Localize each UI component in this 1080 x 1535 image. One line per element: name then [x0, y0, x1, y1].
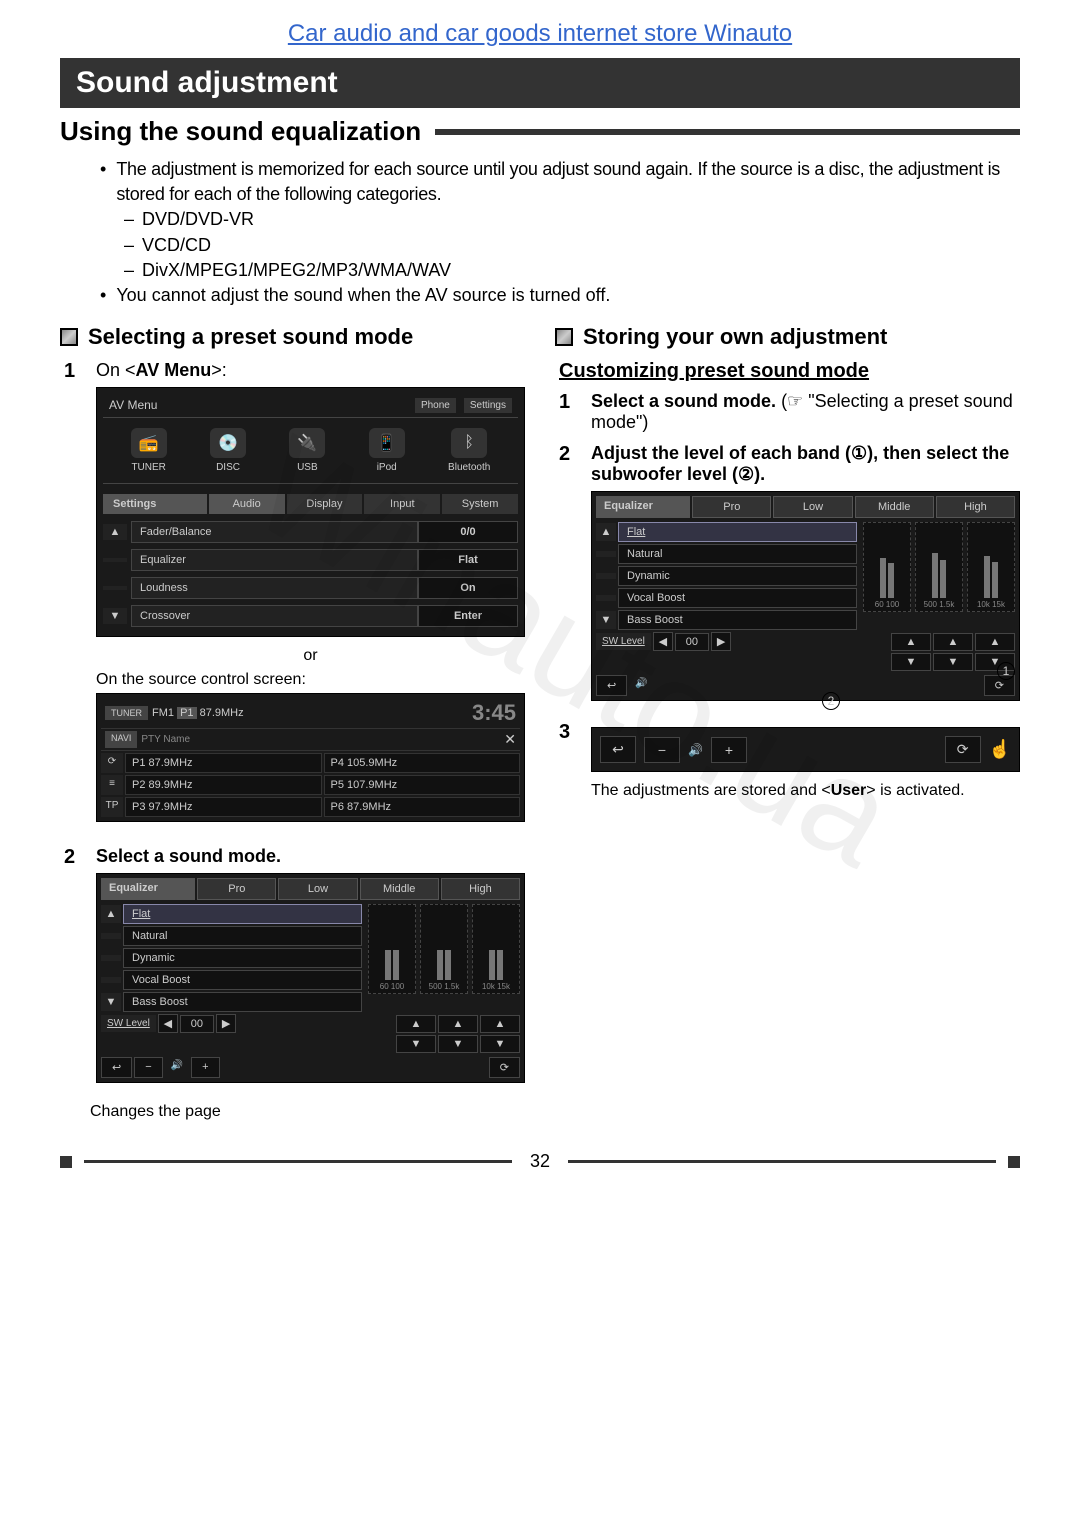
- square-icon: [555, 328, 573, 346]
- loudness-row: Loudness On: [103, 574, 518, 602]
- callout-2: 2: [822, 692, 840, 710]
- av-menu-screenshot: AV Menu Phone Settings 📻TUNER 💿DISC 🔌USB…: [96, 387, 525, 637]
- section-title: Using the sound equalization: [60, 116, 421, 147]
- side-button: ⟳: [101, 753, 123, 773]
- equalizer-row: Equalizer Flat: [103, 546, 518, 574]
- preset: P3 97.9MHz: [125, 797, 322, 817]
- usb-icon: 🔌USB: [289, 428, 325, 473]
- step-number: 1: [64, 360, 84, 836]
- step-instruction: Select a sound mode. (☞ "Selecting a pre…: [591, 391, 1020, 433]
- sub-bullet: –DVD/DVD-VR: [124, 207, 1020, 232]
- ipod-icon: 📱iPod: [369, 428, 405, 473]
- bullet-item: • You cannot adjust the sound when the A…: [100, 283, 1020, 308]
- bullet-item: • The adjustment is memorized for each s…: [100, 157, 1020, 207]
- source-note: On the source control screen:: [96, 671, 525, 689]
- square-icon: [60, 328, 78, 346]
- crossover-row: ▼ Crossover Enter: [103, 602, 518, 630]
- clock: 3:45: [472, 700, 516, 726]
- footer-square: [60, 1156, 72, 1168]
- step-number: 1: [559, 391, 579, 433]
- step-instruction: Adjust the level of each band (①), then …: [591, 443, 1020, 485]
- right-heading: Storing your own adjustment: [583, 324, 887, 350]
- bluetooth-icon: ᛒBluetooth: [448, 428, 490, 473]
- footer-line: [568, 1160, 996, 1163]
- step-instruction: Select a sound mode.: [96, 846, 525, 867]
- page-number: 32: [524, 1151, 556, 1172]
- tuner-icon: 📻TUNER: [131, 428, 167, 473]
- settings-badge: Settings: [464, 398, 512, 413]
- preset: P6 87.9MHz: [324, 797, 521, 817]
- tuner-screenshot: TUNER FM1 P1 87.9MHz 3:45 NAVI PTY Name …: [96, 693, 525, 822]
- equalizer-screenshot: Equalizer Pro Low Middle High ▲Flat Natu…: [96, 873, 525, 1083]
- divider-line: [435, 129, 1020, 135]
- display-tab: Display: [287, 494, 363, 514]
- input-tab: Input: [364, 494, 440, 514]
- title-bar: Sound adjustment: [60, 58, 1020, 108]
- customizing-heading: Customizing preset sound mode: [559, 360, 1020, 383]
- callout-1: 1: [997, 662, 1015, 680]
- sw-level-label: SW Level: [101, 1015, 156, 1032]
- preset: P1 87.9MHz: [125, 753, 322, 773]
- preset: P5 107.9MHz: [324, 775, 521, 795]
- tp-button: TP: [101, 797, 123, 817]
- navi-button: NAVI: [105, 731, 137, 748]
- side-button: ≡: [101, 775, 123, 795]
- caption-changes-page: Changes the page: [90, 1103, 525, 1121]
- store-link[interactable]: Car audio and car goods internet store W…: [60, 20, 1020, 48]
- step-number: 2: [64, 846, 84, 1093]
- tuner-button: TUNER: [105, 706, 148, 720]
- fader-row: ▲ Fader/Balance 0/0: [103, 518, 518, 546]
- system-tab: System: [442, 494, 518, 514]
- settings-label: Settings: [103, 494, 207, 514]
- back-button: ↩: [101, 1057, 132, 1078]
- audio-tab: Audio: [209, 494, 285, 514]
- eq-title: Equalizer: [101, 878, 195, 900]
- disc-icon: 💿DISC: [210, 428, 246, 473]
- footer-line: [84, 1160, 512, 1163]
- sub-bullet: –DivX/MPEG1/MPEG2/MP3/WMA/WAV: [124, 258, 1020, 283]
- equalizer-screenshot: Equalizer Pro Low Middle High ▲Flat Natu…: [591, 491, 1020, 701]
- back-button: ↩: [600, 736, 636, 763]
- step-number: 3: [559, 721, 579, 800]
- step-instruction: On <AV Menu>:: [96, 360, 525, 381]
- hand-pointer-icon: ☝: [989, 739, 1011, 760]
- preset: P4 105.9MHz: [324, 753, 521, 773]
- phone-badge: Phone: [415, 398, 456, 413]
- left-heading: Selecting a preset sound mode: [88, 324, 413, 350]
- result-text: The adjustments are stored and <User> is…: [591, 782, 1020, 800]
- step-number: 2: [559, 443, 579, 711]
- or-label: or: [96, 647, 525, 665]
- sub-bullet: –VCD/CD: [124, 233, 1020, 258]
- av-menu-title: AV Menu: [109, 398, 157, 413]
- volume-bar-screenshot: ↩ − 🔊 + ⟳ ☝: [591, 727, 1020, 772]
- preset: P2 89.9MHz: [125, 775, 322, 795]
- footer-square: [1008, 1156, 1020, 1168]
